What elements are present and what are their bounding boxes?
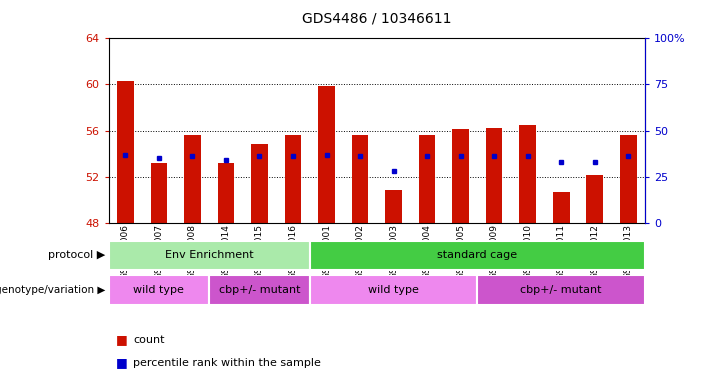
Text: wild type: wild type (368, 285, 419, 295)
Text: percentile rank within the sample: percentile rank within the sample (133, 358, 321, 368)
Bar (310, 241, 645, 270)
Bar (352, 135, 369, 223)
Text: count: count (133, 335, 165, 345)
Bar (486, 128, 503, 223)
Bar (519, 125, 536, 223)
Bar (318, 86, 335, 223)
Bar (109, 241, 310, 270)
Bar (251, 144, 268, 223)
Text: ■: ■ (116, 333, 128, 346)
Text: standard cage: standard cage (437, 250, 517, 260)
Text: cbp+/- mutant: cbp+/- mutant (219, 285, 300, 295)
Bar (310, 275, 477, 305)
Bar (418, 135, 435, 223)
Text: GDS4486 / 10346611: GDS4486 / 10346611 (302, 12, 451, 25)
Text: genotype/variation ▶: genotype/variation ▶ (0, 285, 105, 295)
Bar (109, 275, 209, 305)
Text: wild type: wild type (133, 285, 184, 295)
Bar (151, 163, 168, 223)
Bar (620, 135, 637, 223)
Bar (117, 81, 134, 223)
Bar (209, 275, 310, 305)
Bar (477, 275, 645, 305)
Bar (385, 190, 402, 223)
Bar (452, 129, 469, 223)
Bar (553, 192, 569, 223)
Bar (586, 175, 603, 223)
Text: Env Enrichment: Env Enrichment (165, 250, 254, 260)
Text: cbp+/- mutant: cbp+/- mutant (520, 285, 602, 295)
Text: protocol ▶: protocol ▶ (48, 250, 105, 260)
Bar (285, 135, 301, 223)
Bar (184, 135, 200, 223)
Bar (217, 163, 234, 223)
Text: ■: ■ (116, 356, 128, 369)
